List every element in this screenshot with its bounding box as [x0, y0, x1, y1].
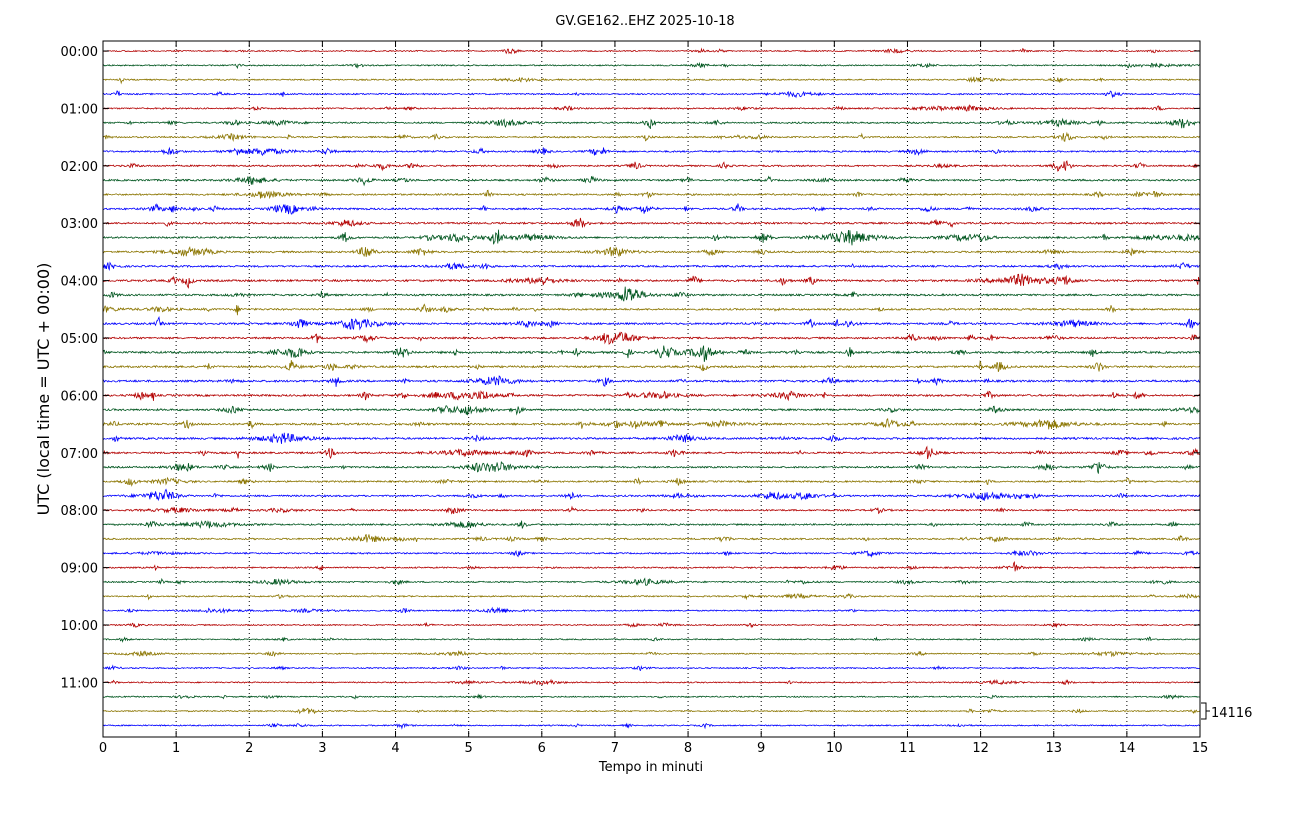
seismogram-trace	[102, 331, 1201, 345]
y-axis-label: UTC (local time = UTC + 00:00)	[34, 263, 53, 516]
y-tick-label: 08:00	[61, 504, 98, 519]
seismogram-trace	[102, 722, 1201, 730]
seismogram-trace	[102, 104, 1201, 112]
seismogram-trace	[102, 650, 1200, 658]
seismogram-trace	[102, 286, 1201, 302]
plot-frame	[102, 40, 1201, 738]
seismogram-trace	[102, 707, 1201, 715]
x-tick-label: 6	[538, 741, 546, 756]
seismogram-trace	[102, 203, 1201, 215]
seismogram-trace	[102, 273, 1201, 289]
seismogram-trace	[102, 621, 1201, 629]
seismogram-trace	[102, 445, 1201, 460]
seismogram-trace	[102, 47, 1201, 55]
y-tick-label: 04:00	[61, 275, 98, 290]
seismogram-trace	[102, 160, 1201, 172]
seismogram-trace	[102, 533, 1200, 543]
seismogram-trace	[102, 592, 1201, 601]
seismogram-trace	[102, 375, 1201, 387]
y-tick-label: 11:00	[61, 676, 98, 691]
x-tick-label: 10	[826, 741, 843, 756]
seismogram-trace	[102, 520, 1201, 529]
x-tick-label: 14	[1119, 741, 1136, 756]
seismogram-trace	[102, 549, 1200, 558]
gridlines	[175, 41, 1128, 737]
x-tick-label: 8	[684, 741, 692, 756]
y-axis: 00:00 01:00 02:00 03:00 04:00 05:00 06:00 07:00…	[61, 45, 1200, 691]
x-tick-label: 12	[972, 741, 989, 756]
x-tick-label: 2	[245, 741, 253, 756]
y-tick-label: 10:00	[61, 619, 98, 634]
seismogram-trace	[102, 432, 1201, 444]
seismogram-trace	[102, 460, 1201, 474]
seismogram-trace	[102, 693, 1200, 700]
x-tick-label: 3	[318, 741, 326, 756]
seismogram-trace	[102, 303, 1200, 316]
seismogram-trace	[102, 131, 1201, 142]
seismogram-trace	[102, 561, 1201, 572]
seismogram-trace	[102, 146, 1201, 157]
seismogram-trace	[102, 189, 1201, 200]
x-tick-label: 15	[1192, 741, 1209, 756]
x-tick-label: 9	[757, 741, 765, 756]
x-tick-label: 5	[465, 741, 473, 756]
seismogram-trace	[102, 261, 1201, 272]
seismogram-trace	[102, 90, 1201, 99]
seismogram-trace	[102, 636, 1200, 643]
seismogram-trace	[102, 61, 1201, 70]
y-tick-label: 06:00	[61, 389, 98, 404]
x-tick-label: 13	[1045, 741, 1062, 756]
seismogram-trace	[102, 76, 1201, 85]
seismogram-trace	[102, 505, 1201, 515]
y-tick-label: 01:00	[61, 102, 98, 117]
x-tick-label: 4	[391, 741, 399, 756]
seismogram-trace	[102, 390, 1201, 402]
seismogram-trace	[102, 316, 1201, 331]
traces	[102, 47, 1201, 730]
x-tick-label: 11	[899, 741, 916, 756]
seismogram-trace	[102, 359, 1200, 372]
seismogram-trace	[102, 664, 1200, 671]
y-tick-label: 02:00	[61, 160, 98, 175]
seismogram-trace	[102, 175, 1201, 187]
y-tick-label: 07:00	[61, 447, 98, 462]
seismogram-trace	[102, 217, 1201, 228]
seismogram-trace	[102, 476, 1201, 487]
scale-label: 14116	[1211, 706, 1252, 721]
y-tick-label: 00:00	[61, 45, 98, 60]
seismogram-trace	[102, 117, 1201, 130]
seismogram-trace	[102, 418, 1201, 430]
y-tick-label: 03:00	[61, 217, 98, 232]
chart-title: GV.GE162..EHZ 2025-10-18	[555, 14, 734, 29]
y-tick-label: 09:00	[61, 562, 98, 577]
x-tick-label: 7	[611, 741, 619, 756]
scale-bracket	[1201, 702, 1210, 720]
x-tick-label: 0	[99, 741, 107, 756]
seismogram-trace	[102, 488, 1201, 502]
x-axis: 0 1 2 3 4 5 6 7 8 9 10 11 12 13 14 15	[99, 41, 1208, 756]
x-axis-label: Tempo in minuti	[598, 760, 703, 775]
x-tick-label: 1	[172, 741, 180, 756]
seismogram-trace	[102, 229, 1201, 246]
seismogram-trace	[102, 577, 1200, 587]
seismogram-trace	[102, 246, 1201, 258]
seismogram-trace	[102, 678, 1201, 686]
seismogram-trace	[102, 606, 1201, 615]
seismogram-trace	[102, 345, 1201, 362]
seismogram-trace	[102, 405, 1201, 416]
y-tick-label: 05:00	[61, 332, 98, 347]
